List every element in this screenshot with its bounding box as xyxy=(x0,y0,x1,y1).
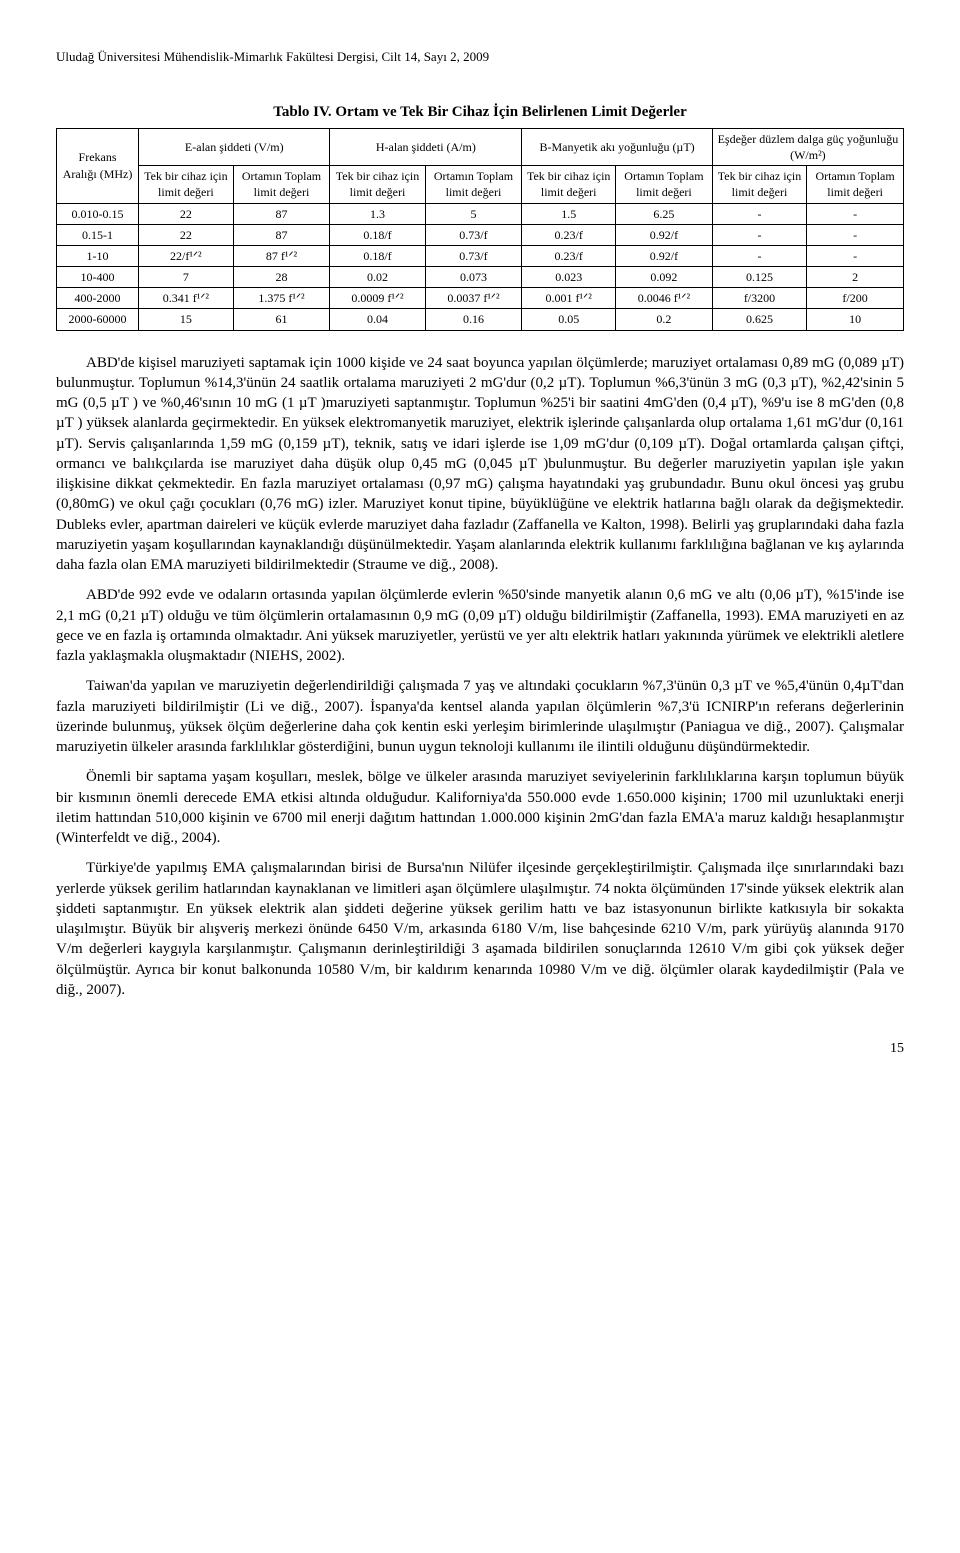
table-cell: 0.073 xyxy=(425,267,522,288)
table-cell: - xyxy=(712,245,806,266)
table-body: 0.010-0.1522871.351.56.25--0.15-122870.1… xyxy=(57,203,904,330)
table-cell: 0.18/f xyxy=(330,224,425,245)
paragraph-4: Önemli bir saptama yaşam koşulları, mesl… xyxy=(56,767,904,848)
table-cell: 28 xyxy=(233,267,330,288)
table-cell: 1-10 xyxy=(57,245,139,266)
running-head: Uludağ Üniversitesi Mühendislik-Mimarlık… xyxy=(56,48,904,66)
table-cell: 0.18/f xyxy=(330,245,425,266)
subheader-h-env: Ortamın Toplam limit değeri xyxy=(425,166,522,203)
table-cell: 0.0037 f¹ᐟ² xyxy=(425,288,522,309)
table-cell: 400-2000 xyxy=(57,288,139,309)
subheader-b-device: Tek bir cihaz için limit değeri xyxy=(522,166,616,203)
table-cell: 2000-60000 xyxy=(57,309,139,330)
table-cell: 7 xyxy=(139,267,234,288)
paragraph-5: Türkiye'de yapılmış EMA çalışmalarından … xyxy=(56,858,904,1000)
table-cell: 0.16 xyxy=(425,309,522,330)
table-cell: - xyxy=(712,224,806,245)
table-cell: 10 xyxy=(807,309,904,330)
table-cell: 1.3 xyxy=(330,203,425,224)
table-cell: 0.625 xyxy=(712,309,806,330)
table-cell: 0.125 xyxy=(712,267,806,288)
table-row: 10-4007280.020.0730.0230.0920.1252 xyxy=(57,267,904,288)
header-e-field: E-alan şiddeti (V/m) xyxy=(139,128,330,165)
table-cell: f/3200 xyxy=(712,288,806,309)
table-cell: 0.02 xyxy=(330,267,425,288)
subheader-b-env: Ortamın Toplam limit değeri xyxy=(616,166,713,203)
table-cell: 10-400 xyxy=(57,267,139,288)
table-cell: f/200 xyxy=(807,288,904,309)
table-row: 0.15-122870.18/f0.73/f0.23/f0.92/f-- xyxy=(57,224,904,245)
table-cell: 87 f¹ᐟ² xyxy=(233,245,330,266)
table-cell: 6.25 xyxy=(616,203,713,224)
table-cell: 22 xyxy=(139,224,234,245)
header-b-density: B-Manyetik akı yoğunluğu (µT) xyxy=(522,128,712,165)
table-cell: 0.05 xyxy=(522,309,616,330)
table-cell: 5 xyxy=(425,203,522,224)
table-cell: 0.023 xyxy=(522,267,616,288)
page-number: 15 xyxy=(56,1040,904,1059)
table-cell: 0.04 xyxy=(330,309,425,330)
table-cell: 0.2 xyxy=(616,309,713,330)
header-power-density: Eşdeğer düzlem dalga güç yoğunluğu (W/m²… xyxy=(712,128,903,165)
table-caption: Tablo IV. Ortam ve Tek Bir Cihaz İçin Be… xyxy=(56,102,904,122)
table-cell: 22/f¹ᐟ² xyxy=(139,245,234,266)
subheader-e-env: Ortamın Toplam limit değeri xyxy=(233,166,330,203)
paragraph-3: Taiwan'da yapılan ve maruziyetin değerle… xyxy=(56,676,904,757)
table-cell: 0.0046 f¹ᐟ² xyxy=(616,288,713,309)
table-cell: 87 xyxy=(233,224,330,245)
table-cell: - xyxy=(712,203,806,224)
table-cell: - xyxy=(807,203,904,224)
table-cell: 0.73/f xyxy=(425,245,522,266)
table-cell: 22 xyxy=(139,203,234,224)
header-h-field: H-alan şiddeti (A/m) xyxy=(330,128,522,165)
table-cell: 87 xyxy=(233,203,330,224)
table-cell: 15 xyxy=(139,309,234,330)
limit-values-table: Frekans Aralığı (MHz) E-alan şiddeti (V/… xyxy=(56,128,904,331)
table-row: 2000-6000015610.040.160.050.20.62510 xyxy=(57,309,904,330)
header-frequency: Frekans Aralığı (MHz) xyxy=(57,128,139,203)
table-cell: 0.23/f xyxy=(522,245,616,266)
table-cell: 0.92/f xyxy=(616,245,713,266)
table-cell: 0.092 xyxy=(616,267,713,288)
paragraph-2: ABD'de 992 evde ve odaların ortasında ya… xyxy=(56,585,904,666)
table-cell: - xyxy=(807,245,904,266)
table-cell: 0.0009 f¹ᐟ² xyxy=(330,288,425,309)
paragraph-1: ABD'de kişisel maruziyeti saptamak için … xyxy=(56,353,904,576)
table-cell: 0.15-1 xyxy=(57,224,139,245)
table-row: 1-1022/f¹ᐟ²87 f¹ᐟ²0.18/f0.73/f0.23/f0.92… xyxy=(57,245,904,266)
table-cell: 0.92/f xyxy=(616,224,713,245)
table-cell: 0.001 f¹ᐟ² xyxy=(522,288,616,309)
table-cell: 1.375 f¹ᐟ² xyxy=(233,288,330,309)
subheader-h-device: Tek bir cihaz için limit değeri xyxy=(330,166,425,203)
table-cell: - xyxy=(807,224,904,245)
subheader-p-device: Tek bir cihaz için limit değeri xyxy=(712,166,806,203)
table-row: 0.010-0.1522871.351.56.25-- xyxy=(57,203,904,224)
table-cell: 1.5 xyxy=(522,203,616,224)
table-row: 400-20000.341 f¹ᐟ²1.375 f¹ᐟ²0.0009 f¹ᐟ²0… xyxy=(57,288,904,309)
table-cell: 0.341 f¹ᐟ² xyxy=(139,288,234,309)
table-cell: 2 xyxy=(807,267,904,288)
subheader-e-device: Tek bir cihaz için limit değeri xyxy=(139,166,234,203)
table-cell: 0.73/f xyxy=(425,224,522,245)
table-cell: 61 xyxy=(233,309,330,330)
subheader-p-env: Ortamın Toplam limit değeri xyxy=(807,166,904,203)
table-cell: 0.010-0.15 xyxy=(57,203,139,224)
table-cell: 0.23/f xyxy=(522,224,616,245)
